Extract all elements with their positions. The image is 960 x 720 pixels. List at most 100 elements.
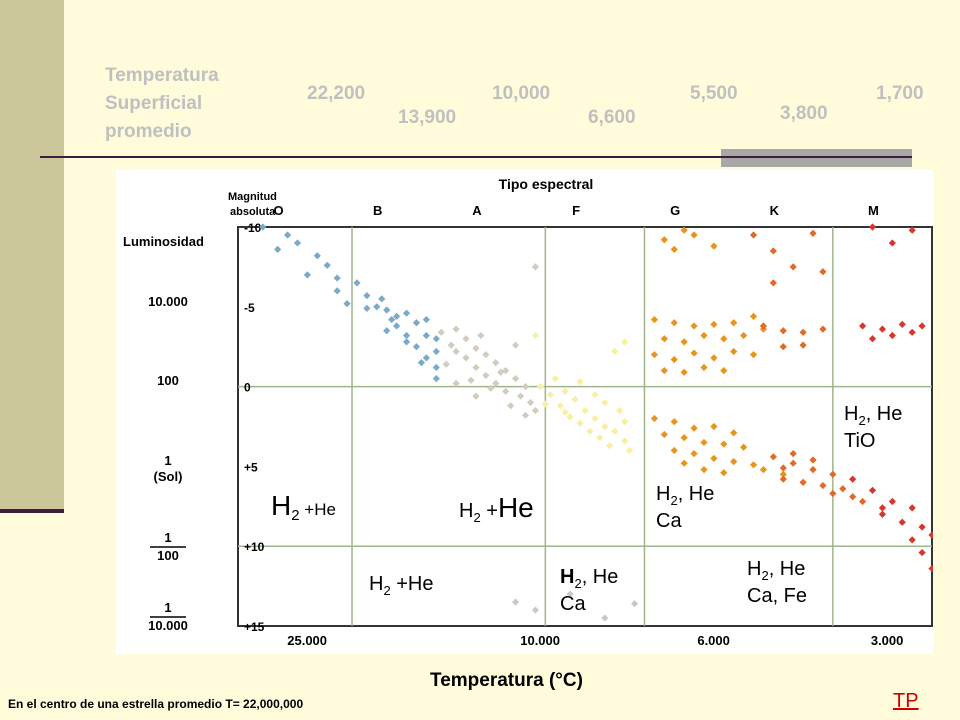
star-point xyxy=(680,226,688,234)
star-point xyxy=(690,231,698,239)
star-point xyxy=(789,450,797,458)
star-point xyxy=(383,327,391,335)
star-point xyxy=(626,446,634,455)
star-point xyxy=(859,322,867,330)
star-point xyxy=(616,406,624,415)
star-point xyxy=(908,504,916,512)
star-point xyxy=(878,510,887,518)
star-point xyxy=(507,402,515,410)
star-point xyxy=(888,331,896,340)
star-point xyxy=(462,354,470,362)
star-point xyxy=(388,315,396,324)
star-point xyxy=(521,411,530,419)
star-point xyxy=(363,292,371,300)
star-point xyxy=(621,418,629,426)
star-point xyxy=(412,319,421,327)
star-point xyxy=(606,442,614,450)
star-point xyxy=(888,239,896,247)
star-point xyxy=(819,481,827,490)
footer-note: En el centro de una estrella promedio T=… xyxy=(8,697,304,711)
star-point xyxy=(378,295,386,303)
star-point xyxy=(343,300,351,308)
star-point xyxy=(849,475,857,483)
star-point xyxy=(293,239,302,247)
luminosity-tick-label: 10.000 xyxy=(148,618,188,633)
star-point xyxy=(928,531,933,539)
star-point xyxy=(908,536,916,544)
temp-value: 6,600 xyxy=(588,107,636,128)
magnitude-tick-label: +15 xyxy=(244,620,265,634)
star-point xyxy=(472,344,480,352)
star-point xyxy=(437,328,445,336)
star-point xyxy=(670,418,678,426)
star-point xyxy=(630,600,639,608)
star-point xyxy=(660,430,668,439)
star-point xyxy=(898,518,906,526)
star-point xyxy=(779,464,787,472)
star-point xyxy=(690,349,698,357)
star-point xyxy=(412,343,421,351)
star-point xyxy=(720,440,728,448)
star-point xyxy=(467,376,475,384)
star-point xyxy=(422,354,430,362)
star-point xyxy=(769,453,777,461)
element-label: H2 +He xyxy=(369,573,434,598)
star-point xyxy=(779,470,787,478)
star-point xyxy=(660,335,668,343)
star-point xyxy=(363,304,371,312)
chart-title: Tipo espectral xyxy=(499,176,594,192)
star-point xyxy=(601,422,609,431)
magnitude-tick-label: +5 xyxy=(244,460,258,474)
luminosity-tick-label: 100 xyxy=(157,548,179,563)
star-point xyxy=(551,375,559,383)
star-point xyxy=(710,422,718,431)
star-point xyxy=(740,331,748,340)
star-point xyxy=(452,325,460,333)
star-point xyxy=(670,319,678,327)
star-point xyxy=(670,446,678,455)
star-point xyxy=(819,325,827,333)
star-point xyxy=(432,335,440,343)
element-label: Ca xyxy=(656,510,682,532)
star-point xyxy=(779,327,787,335)
spectral-type-label: M xyxy=(868,203,879,218)
star-point xyxy=(383,306,391,314)
star-point xyxy=(531,331,540,340)
star-point xyxy=(710,320,718,328)
star-point xyxy=(720,469,728,477)
star-point xyxy=(323,261,331,269)
magnitude-tick-label: +10 xyxy=(244,540,265,554)
star-point xyxy=(650,315,658,324)
star-point xyxy=(720,335,728,343)
star-point xyxy=(859,497,867,506)
star-point xyxy=(868,486,877,494)
star-point xyxy=(730,458,738,466)
star-point xyxy=(621,437,629,445)
star-point xyxy=(566,413,574,421)
star-point xyxy=(650,351,658,359)
star-point xyxy=(789,459,797,467)
star-point xyxy=(908,328,916,336)
star-point xyxy=(442,360,450,368)
left-decorative-bar xyxy=(0,0,64,511)
star-point xyxy=(749,312,758,320)
star-point xyxy=(670,355,678,364)
star-point xyxy=(898,320,906,328)
star-point xyxy=(680,434,688,442)
star-point xyxy=(809,229,817,237)
star-point xyxy=(888,497,896,506)
star-point xyxy=(769,279,777,287)
star-point xyxy=(452,347,460,356)
star-point xyxy=(799,478,807,486)
star-point xyxy=(402,338,411,346)
tp-link[interactable]: TP xyxy=(893,690,919,712)
star-point xyxy=(393,312,401,320)
star-point xyxy=(531,606,540,614)
star-point xyxy=(769,247,777,255)
star-point xyxy=(660,367,668,375)
spectral-type-label: A xyxy=(472,203,482,218)
header-divider xyxy=(40,156,912,158)
star-point xyxy=(700,465,708,474)
star-point xyxy=(402,309,411,317)
